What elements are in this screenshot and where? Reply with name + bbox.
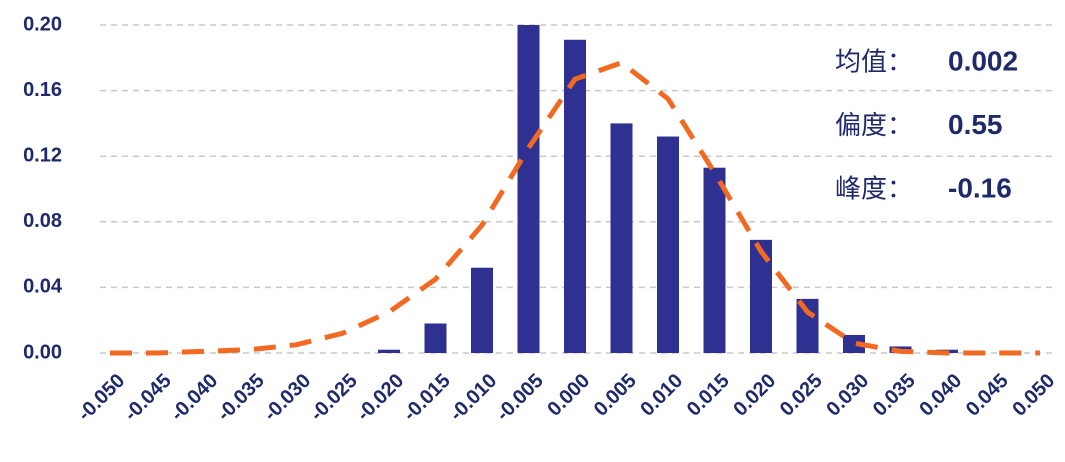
annotation-value: 0.55 [948, 109, 1003, 140]
bar [843, 334, 865, 353]
x-tick-label: 0.005 [590, 370, 641, 421]
x-tick-label: -0.050 [74, 370, 130, 426]
x-tick-label: -0.025 [306, 370, 362, 426]
y-tick-label: 0.08 [23, 210, 62, 232]
x-tick-label: -0.005 [492, 370, 548, 426]
annotation-value: 0.002 [948, 45, 1018, 76]
bar [517, 25, 540, 353]
x-tick-label: 0.050 [1008, 370, 1059, 421]
x-tick-label: -0.010 [446, 370, 502, 426]
bar [378, 349, 400, 353]
x-tick-label: 0.000 [543, 370, 594, 421]
annotation-label: 均值： [835, 48, 913, 78]
annotation-label: 偏度： [835, 111, 913, 141]
x-tick-label: 0.035 [869, 370, 920, 421]
x-tick-label: -0.040 [167, 370, 223, 426]
bar [424, 323, 447, 353]
x-tick-label: 0.020 [729, 370, 780, 421]
x-tick-label: -0.015 [399, 370, 455, 426]
x-tick-label: 0.030 [822, 370, 873, 421]
x-tick-label: 0.010 [636, 370, 687, 421]
annotation-value: -0.16 [948, 172, 1012, 203]
fit-curve [110, 60, 1040, 356]
x-tick-label: -0.045 [120, 370, 176, 426]
x-tick-label: 0.025 [776, 370, 827, 421]
y-tick-label: 0.16 [23, 79, 62, 101]
bar [657, 136, 679, 353]
bar [703, 167, 726, 353]
x-tick-label: 0.015 [683, 370, 734, 421]
bar [471, 267, 493, 353]
bar [564, 39, 586, 353]
bar [796, 298, 819, 353]
y-tick-label: 0.12 [23, 144, 62, 166]
bar [750, 239, 772, 353]
x-tick-label: 0.045 [962, 370, 1013, 421]
x-tick-label: -0.030 [260, 370, 316, 426]
y-tick-label: 0.20 [23, 13, 62, 35]
y-tick-label: 0.04 [23, 276, 63, 298]
x-tick-label: 0.040 [915, 370, 966, 421]
bar [610, 123, 633, 354]
x-tick-label: -0.035 [213, 370, 269, 426]
x-tick-label: -0.020 [353, 370, 409, 426]
annotation-label: 峰度： [835, 175, 913, 205]
y-tick-label: 0.00 [23, 341, 62, 363]
